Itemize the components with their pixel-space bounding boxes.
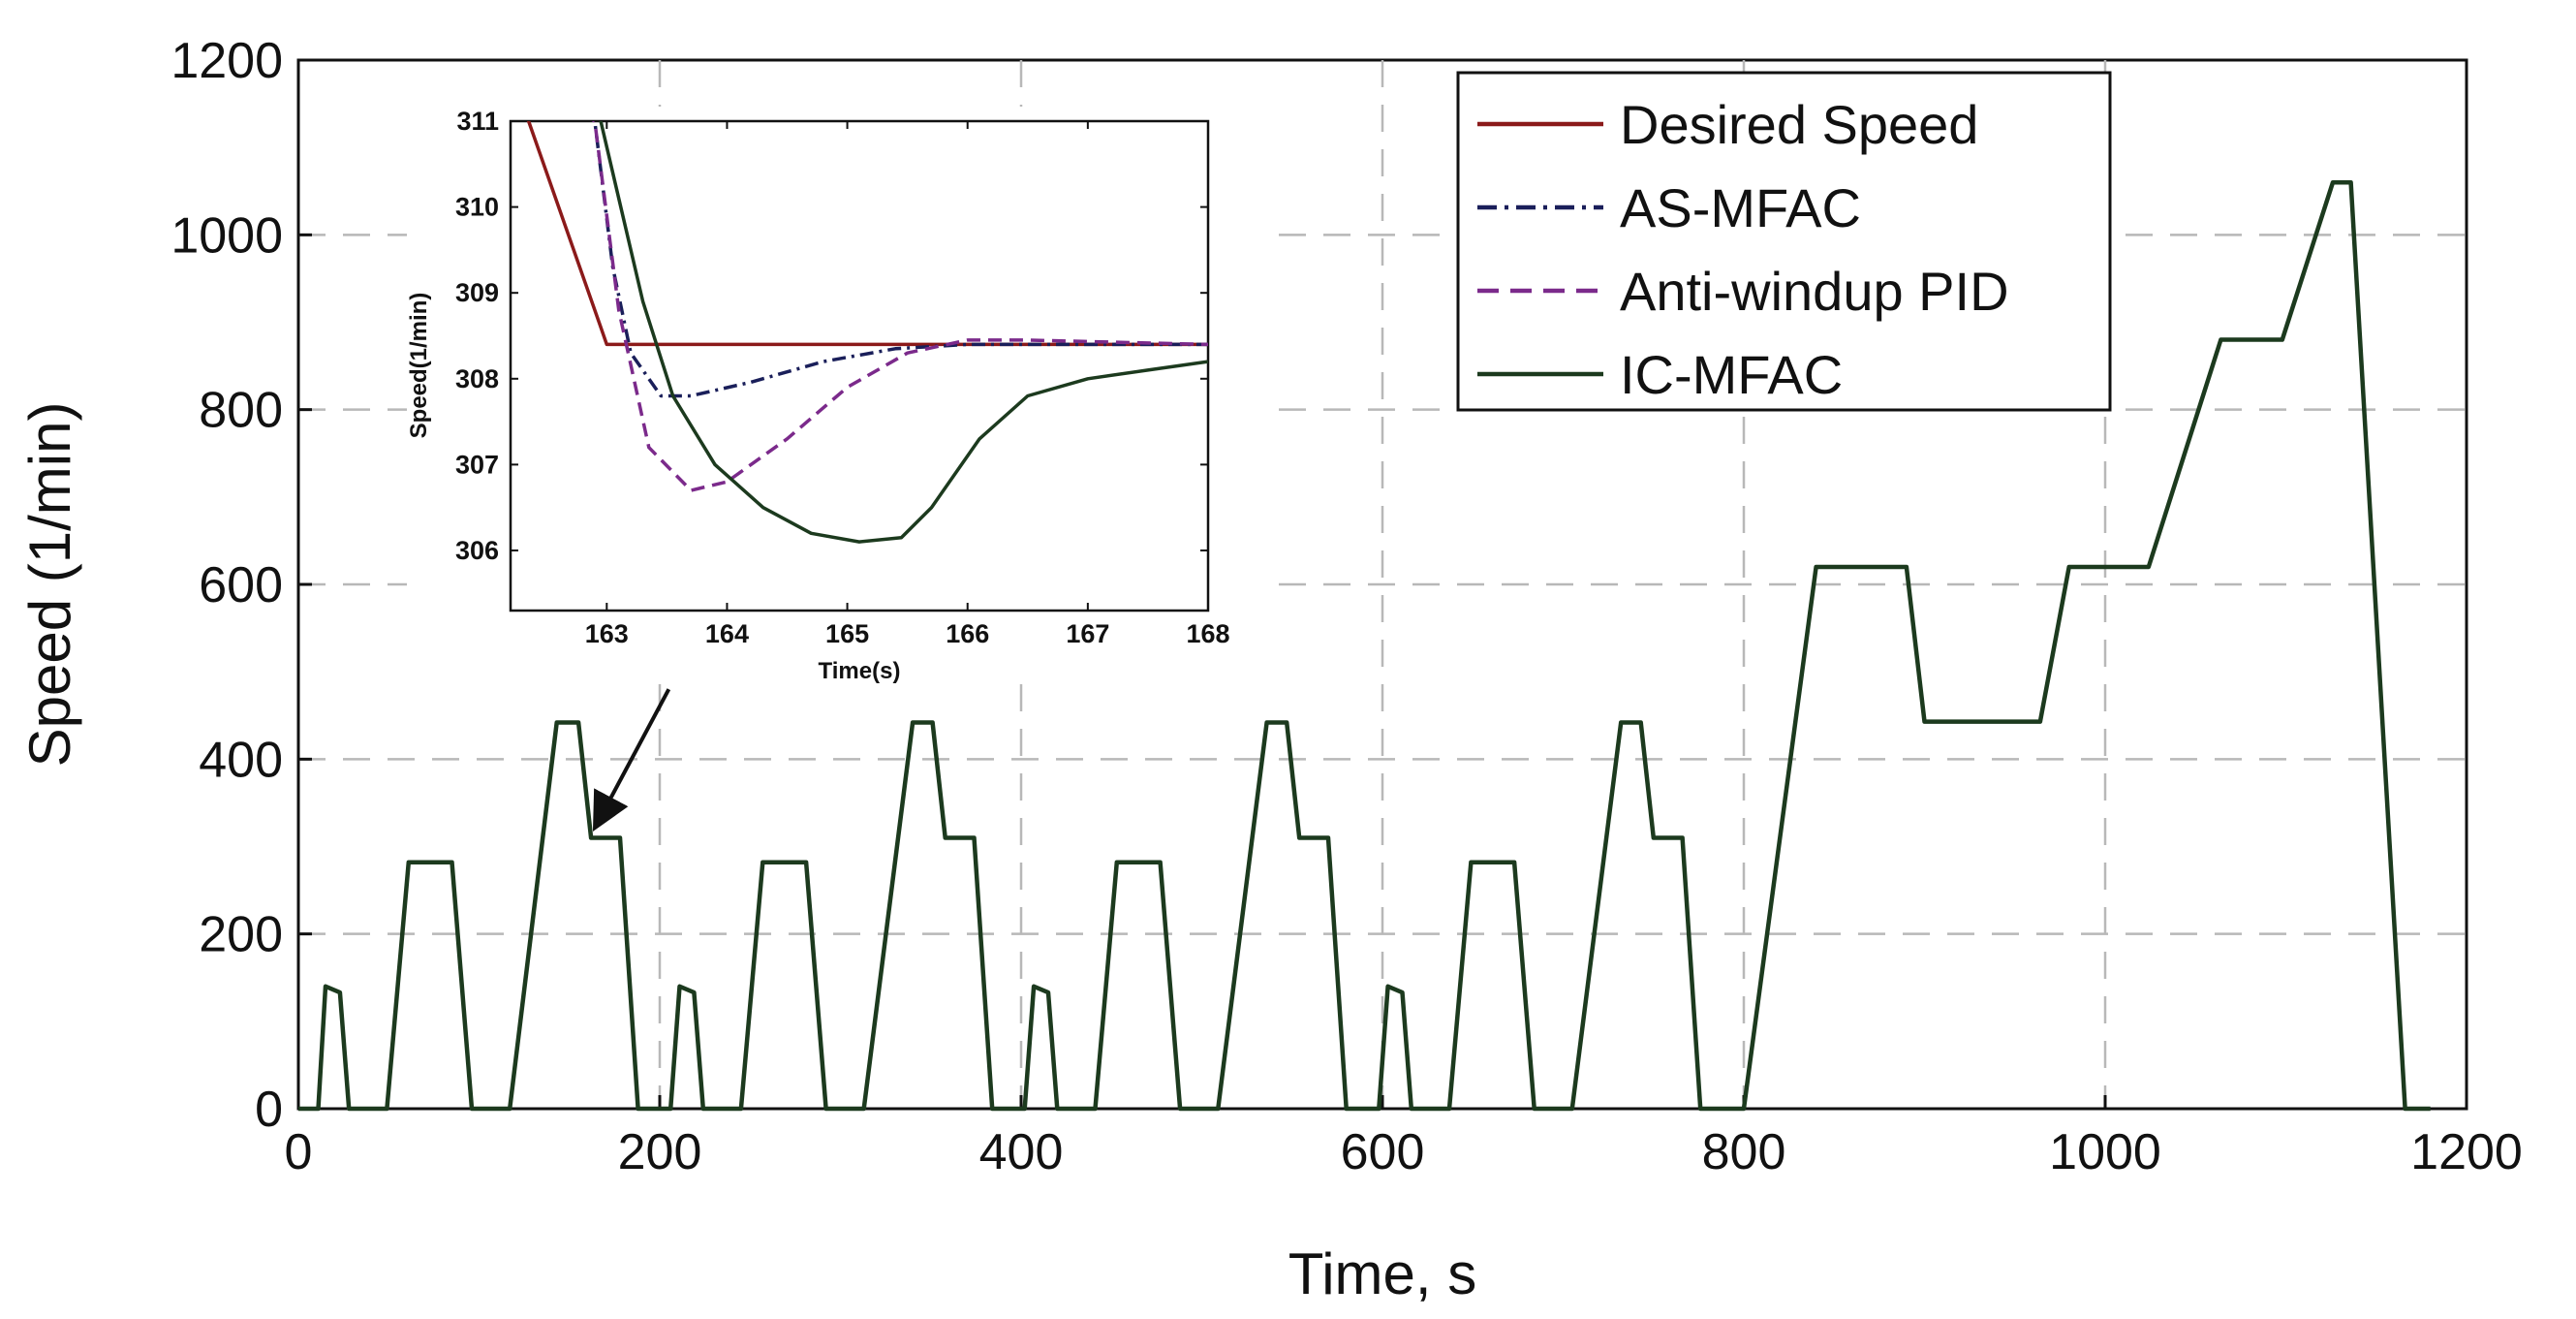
x-tick-label: 600 — [1341, 1124, 1425, 1180]
inset-x-tick-label: 163 — [585, 619, 629, 648]
inset-axis-ticks: 163 164 165 166 167 168 306 307 308 309 310 311 — [455, 107, 1230, 648]
x-axis-ticks: 0 200 400 600 800 1000 1200 — [285, 1095, 2523, 1180]
inset-y-tick-label: 308 — [455, 364, 499, 393]
inset-x-tick-label: 167 — [1066, 619, 1109, 648]
inset-y-axis-label: Speed(1/min) — [406, 293, 432, 439]
inset-x-tick-label: 166 — [946, 619, 989, 648]
y-tick-label: 800 — [199, 383, 283, 439]
inset-series-ic-mfac — [599, 121, 1208, 544]
y-tick-label: 200 — [199, 907, 283, 963]
legend: Desired Speed AS-MFAC Anti-windup PID IC-MF… — [1456, 71, 2112, 412]
inset-x-tick-label: 168 — [1186, 619, 1229, 648]
legend-label: Desired Speed — [1620, 94, 1978, 155]
x-tick-label: 1000 — [2049, 1124, 2161, 1180]
y-tick-label: 1000 — [171, 207, 283, 264]
x-axis-label: Time, s — [1288, 1241, 1476, 1306]
inset-plot-area — [509, 119, 1210, 612]
y-tick-label: 600 — [199, 557, 283, 613]
x-tick-label: 800 — [1702, 1124, 1786, 1180]
series-line-ic-mfac — [298, 179, 2431, 1112]
inset-x-tick-label: 165 — [825, 619, 869, 648]
y-axis-ticks: 0 200 400 600 800 1000 1200 — [171, 33, 312, 1138]
main-series — [298, 179, 2431, 1112]
inset-y-tick-label: 310 — [455, 193, 499, 222]
x-tick-label: 200 — [618, 1124, 702, 1180]
legend-box — [1456, 71, 2112, 412]
inset-series-desired-speed — [526, 121, 1208, 347]
inset-y-tick-label: 309 — [455, 278, 499, 307]
y-tick-label: 400 — [199, 732, 283, 788]
inset-chart: 163 164 165 166 167 168 306 307 308 309 310 311 Tim… — [406, 107, 1269, 684]
x-tick-label: 0 — [285, 1124, 313, 1180]
y-tick-label: 0 — [255, 1082, 283, 1138]
y-tick-label: 1200 — [171, 33, 283, 89]
y-axis-label: Speed (1/min) — [17, 402, 82, 768]
inset-series — [526, 121, 1208, 544]
inset-x-tick-label: 164 — [705, 619, 749, 648]
inset-y-tick-label: 306 — [455, 536, 499, 565]
annotation-arrow — [592, 688, 671, 832]
inset-y-tick-label: 311 — [456, 107, 499, 136]
legend-label: Anti-windup PID — [1620, 261, 2009, 322]
inset-x-axis-label: Time(s) — [819, 658, 901, 684]
x-tick-label: 400 — [979, 1124, 1064, 1180]
x-tick-label: 1200 — [2410, 1124, 2523, 1180]
legend-label: IC-MFAC — [1620, 344, 1843, 405]
inset-y-tick-label: 307 — [455, 450, 499, 479]
legend-label: AS-MFAC — [1620, 177, 1861, 238]
inset-series-anti-windup-pid — [591, 121, 1208, 492]
